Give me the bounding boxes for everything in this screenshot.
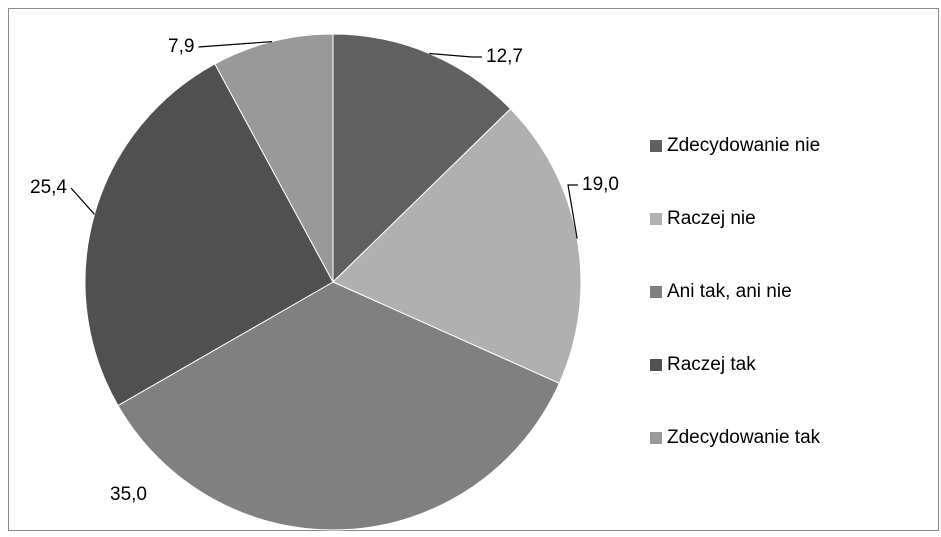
leader-line: [429, 52, 482, 58]
data-label: 19,0: [582, 174, 619, 195]
pie-slice: [84, 63, 334, 407]
legend-swatch: [650, 140, 662, 152]
legend-label: Raczej tak: [667, 354, 756, 375]
pie-slice: [332, 33, 512, 284]
data-label: 25,4: [30, 177, 67, 198]
legend-swatch: [650, 286, 662, 298]
legend-swatch: [650, 213, 662, 225]
legend-label: Raczej nie: [667, 208, 756, 229]
legend-label: Zdecydowanie nie: [667, 135, 820, 156]
leader-line: [70, 187, 95, 215]
data-label: 12,7: [486, 46, 523, 67]
data-label: 7,9: [168, 36, 194, 57]
pie-slice: [117, 281, 561, 531]
legend-swatch: [650, 432, 662, 444]
leader-line: [567, 184, 578, 239]
legend-swatch: [650, 359, 662, 371]
pie-slice: [332, 108, 582, 385]
legend-label: Ani tak, ani nie: [667, 281, 792, 302]
legend-label: Zdecydowanie tak: [667, 427, 821, 448]
leader-line: [198, 41, 273, 48]
pie-slice: [214, 33, 334, 283]
data-label: 35,0: [110, 484, 147, 505]
